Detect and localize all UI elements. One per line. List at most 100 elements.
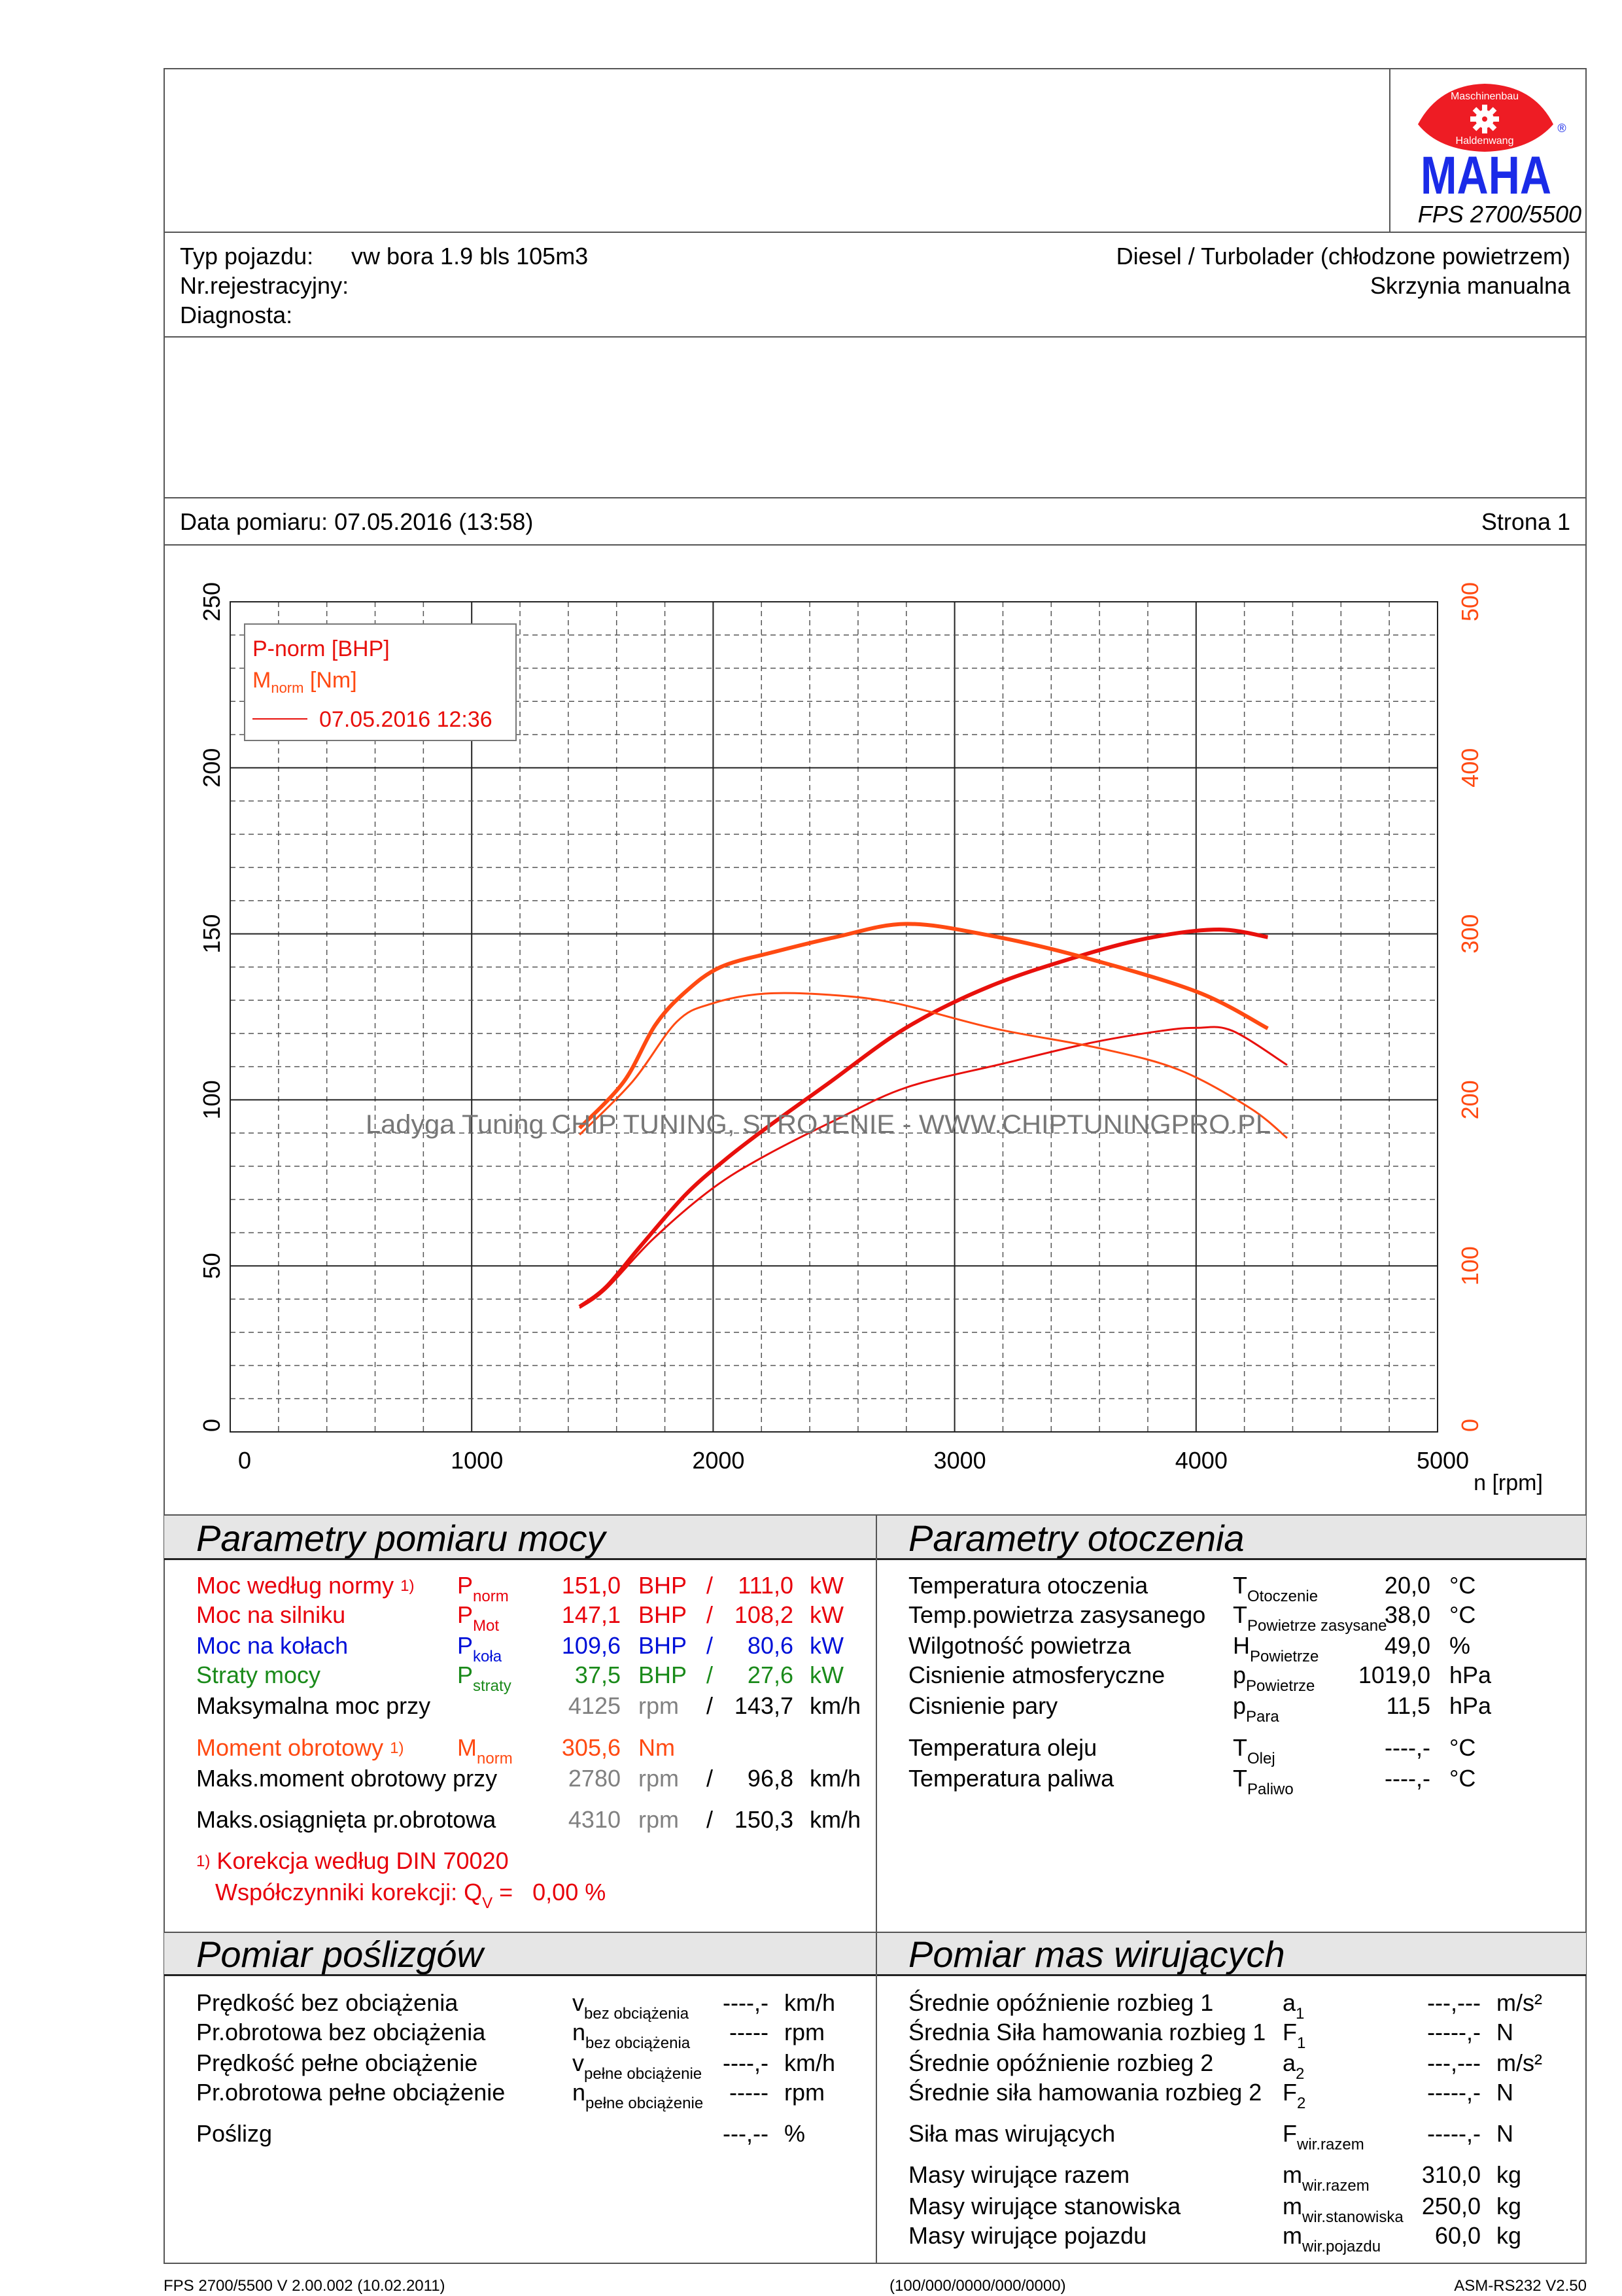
symbol-main: T: [1233, 1572, 1247, 1599]
legend-torque-unit: [Nm]: [303, 668, 356, 693]
y-left-tick-label: 150: [198, 914, 225, 954]
masses-row-symbol: F1: [1283, 2019, 1306, 2053]
symbol-main: P: [457, 1572, 474, 1599]
logo-bottom-text: Haldenwang: [1456, 135, 1514, 147]
ambient-row-unit: °C: [1449, 1734, 1476, 1761]
ambient-row-label: Cisnienie pary: [908, 1692, 1058, 1719]
power-row-unit: rpm: [638, 1692, 679, 1719]
masses-row-symbol: mwir.pojazdu: [1283, 2223, 1381, 2256]
label-text: Maks.osiągnięta pr.obrotowa: [196, 1806, 496, 1833]
legend-torque-sub: norm: [271, 680, 303, 696]
y-right-tick-label: 400: [1457, 748, 1483, 788]
ambient-row-value: 20,0: [1384, 1572, 1430, 1599]
symbol-main: n: [572, 2079, 586, 2106]
label-text: Maks.moment obrotowy przy: [196, 1765, 498, 1792]
symbol-subscript: 1: [1297, 2034, 1306, 2052]
logo-divider: [1389, 68, 1390, 232]
ambient-row-symbol: TOtoczenie: [1233, 1572, 1319, 1606]
symbol-main: M: [457, 1734, 477, 1761]
divider: [164, 497, 1587, 498]
y-right-tick-label: 100: [1457, 1246, 1483, 1285]
power-row-symbol: Pstraty: [457, 1662, 511, 1696]
masses-row-label: Średnie opóźnienie rozbieg 1: [908, 1989, 1214, 2016]
symbol-main: T: [1233, 1734, 1247, 1761]
symbol-main: p: [1233, 1692, 1247, 1719]
symbol-main: F: [1283, 2079, 1297, 2106]
masses-row-unit: N: [1496, 2019, 1513, 2045]
y-left-tick-label: 50: [198, 1253, 225, 1279]
masses-row-label: Średnie opóźnienie rozbieg 2: [908, 2049, 1214, 2076]
masses-row-value: 250,0: [1421, 2193, 1481, 2219]
masses-row-value: 310,0: [1421, 2161, 1481, 2188]
masses-section-title: Pomiar mas wirujących: [908, 1934, 1285, 1975]
ambient-row-unit: hPa: [1449, 1692, 1492, 1719]
power-row-value: 147,1: [561, 1601, 621, 1628]
power-row-label: Maks.osiągnięta pr.obrotowa: [196, 1807, 496, 1833]
slip-row-symbol: vbez obciążenia: [572, 1990, 689, 2023]
symbol-main: H: [1233, 1632, 1250, 1659]
label-text: Moc na kołach: [196, 1632, 349, 1659]
symbol-subscript: Powietrze: [1250, 1648, 1319, 1665]
logo-top-text: Maschinenbau: [1451, 91, 1519, 102]
x-tick-label: 5000: [1417, 1447, 1469, 1474]
power-row-separator: /: [706, 1601, 714, 1628]
series-line-2: [579, 1026, 1288, 1309]
symbol-main: a: [1283, 1989, 1296, 2016]
series-line-1: [578, 922, 1269, 1130]
diagnostician-label: Diagnosta:: [180, 302, 293, 328]
x-axis-label: n [rpm]: [1474, 1470, 1543, 1495]
ambient-row-symbol: TOlej: [1233, 1734, 1275, 1768]
symbol-subscript: wir.razem: [1302, 2177, 1370, 2195]
symbol-subscript: Otoczenie: [1247, 1588, 1319, 1605]
x-tick-label: 4000: [1175, 1447, 1228, 1474]
ambient-section-title: Parametry otoczenia: [908, 1518, 1245, 1559]
measurement-date: Data pomiaru: 07.05.2016 (13:58): [180, 508, 534, 535]
power-row-symbol: PMot: [457, 1602, 499, 1635]
note-mark: 1): [196, 1852, 211, 1870]
symbol-subscript: Powietrze: [1246, 1677, 1315, 1695]
section-header-band: [164, 1932, 1586, 1976]
corr-eq: =: [492, 1879, 513, 1905]
slip-row-label: Pr.obrotowa bez obciążenia: [196, 2019, 486, 2045]
slip-row-unit: %: [784, 2120, 806, 2147]
symbol-subscript: 2: [1297, 2095, 1306, 2112]
symbol-main: a: [1283, 2049, 1296, 2076]
symbol-main: p: [1233, 1661, 1247, 1688]
symbol-subscript: straty: [473, 1677, 511, 1695]
slip-row-unit: rpm: [784, 2019, 825, 2045]
power-row-unit2: kW: [810, 1661, 844, 1688]
slip-row-label: Poślizg: [196, 2120, 273, 2147]
masses-row-label: Siła mas wirujących: [908, 2120, 1116, 2147]
ambient-row-unit: %: [1449, 1632, 1471, 1659]
power-row-label: Maks.moment obrotowy przy: [196, 1765, 497, 1792]
slip-row-value: -----: [729, 2079, 768, 2106]
power-row-label: Moc na kołach: [196, 1633, 348, 1659]
symbol-subscript: Powietrze zasysane: [1247, 1617, 1387, 1635]
symbol-subscript: bez obciążenia: [585, 2034, 691, 2052]
ambient-row-value: ----,-: [1385, 1734, 1430, 1761]
footer-version: FPS 2700/5500 V 2.00.002 (10.02.2011): [164, 2277, 445, 2295]
chart-curves: [578, 922, 1288, 1309]
masses-row-label: Masy wirujące razem: [908, 2161, 1130, 2188]
slip-row-value: ----,-: [723, 1989, 768, 2016]
symbol-main: m: [1283, 2193, 1302, 2219]
symbol-subscript: pełne obciążenie: [584, 2065, 702, 2083]
masses-row-value: -----,-: [1427, 2019, 1481, 2045]
power-row-separator: /: [706, 1572, 714, 1599]
power-row-value2: 96,8: [747, 1765, 793, 1792]
divider: [164, 1514, 1587, 1516]
ambient-row-label: Wilgotność powietrza: [908, 1632, 1131, 1659]
ambient-row-symbol: pPara: [1233, 1692, 1279, 1726]
masses-row-symbol: mwir.stanowiska: [1283, 2193, 1404, 2227]
power-row-value2: 143,7: [734, 1692, 793, 1719]
power-row-separator: /: [706, 1806, 714, 1833]
legend-run-label: 07.05.2016 12:36: [319, 707, 492, 732]
correction-note: 1) Korekcja według DIN 70020: [196, 1848, 509, 1877]
masses-row-symbol: mwir.razem: [1283, 2162, 1370, 2195]
label-text: Straty mocy: [196, 1661, 321, 1688]
power-row-value: 109,6: [561, 1632, 621, 1659]
slip-row-symbol: npełne obciążenie: [572, 2079, 703, 2113]
masses-row-unit: N: [1496, 2120, 1513, 2147]
masses-row-value: ---,---: [1427, 1989, 1481, 2016]
slip-row-value: ----,-: [723, 2049, 768, 2076]
